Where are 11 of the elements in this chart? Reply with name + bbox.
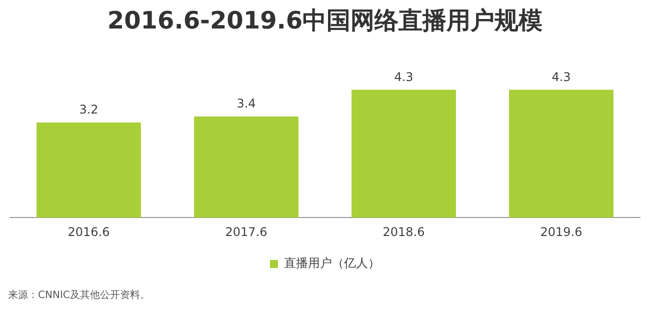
data-label: 3.4 bbox=[236, 96, 256, 111]
legend-label: 直播用户（亿人） bbox=[284, 256, 380, 270]
chart-title: 2016.6-2019.6中国网络直播用户规模 bbox=[107, 6, 543, 35]
x-tick-label: 2018.6 bbox=[382, 224, 425, 239]
data-label: 3.2 bbox=[79, 102, 98, 117]
x-tick-label: 2019.6 bbox=[540, 224, 582, 239]
source-note: 来源：CNNIC及其他公开资料。 bbox=[8, 288, 150, 302]
data-label: 4.3 bbox=[552, 70, 571, 84]
data-label: 4.3 bbox=[394, 70, 414, 84]
x-tick-label: 2017.6 bbox=[225, 224, 268, 239]
x-tick-label: 2016.6 bbox=[68, 224, 110, 239]
